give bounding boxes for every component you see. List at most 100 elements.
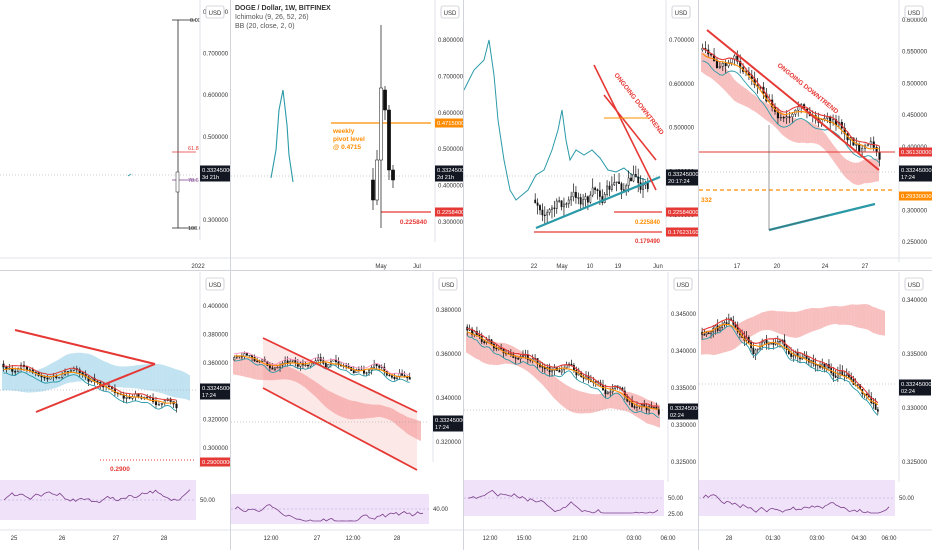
ichimoku-cloud	[719, 326, 723, 354]
downtrend-annotation: ONGOING DOWNTREND	[612, 72, 665, 137]
price-badge	[435, 118, 463, 128]
ichimoku-cloud	[2, 365, 6, 391]
candle-body	[235, 356, 238, 358]
price-badge-value: 0.17623160	[668, 230, 698, 236]
candle-body	[736, 55, 739, 62]
chart-panel-3[interactable]: ONGOING DOWNTREND 0.225840 0.179490 0.70000…	[464, 0, 698, 270]
price-badge	[668, 403, 698, 420]
ichimoku-cloud	[383, 405, 387, 419]
candle-body	[125, 397, 128, 399]
candle-body	[618, 181, 620, 184]
ichimoku-cloud	[860, 304, 864, 329]
ichimoku-cloud	[878, 309, 882, 336]
ichimoku-cloud	[869, 305, 873, 333]
ichimoku-cloud	[335, 394, 339, 416]
candle-body	[730, 58, 733, 64]
price-tick-label: 0.600000	[438, 111, 463, 117]
candle-body	[536, 202, 539, 206]
rsi-line	[702, 494, 890, 514]
candle-body	[567, 199, 570, 205]
candle-body	[160, 403, 163, 405]
ichimoku-cloud	[783, 311, 787, 337]
symbol-title: DOGE / Dollar, 1W, BITFINEX	[235, 5, 331, 12]
chart-panel-7[interactable]: 0.345000 0.340000 0.335000 0.330000 0.325000…	[464, 272, 698, 550]
chart-panel-8[interactable]: 0.340000 0.335000 0.330000 0.325000 USD 0.332…	[699, 272, 932, 550]
time-tick-label: 21:00	[572, 536, 588, 542]
candle-body	[299, 362, 302, 367]
ichimoku-cloud	[595, 394, 599, 412]
price-badge-countdown: 3d 21h	[202, 175, 219, 181]
candle-body	[317, 357, 320, 361]
time-tick-label: May	[375, 264, 386, 270]
ichimoku-cloud	[50, 361, 55, 390]
ichimoku-cloud	[742, 86, 746, 107]
ichimoku-cloud	[875, 307, 879, 335]
kijun-line	[701, 323, 879, 406]
candle-body	[653, 406, 655, 409]
candle-body	[861, 147, 864, 153]
price-tick-label: 0.600000	[203, 93, 229, 99]
price-badge-value: 0.33245000	[202, 168, 230, 174]
time-tick-label: 28	[726, 536, 733, 542]
ichimoku-cloud	[478, 336, 483, 363]
price-tick-label: 0.550000	[902, 50, 928, 56]
chart-svg-1: 0.00961.878.6100.00.8000000.7000000.6000…	[0, 0, 230, 270]
pivot-annotation: weekly	[332, 128, 355, 135]
candle-body	[378, 365, 381, 368]
candle-body	[375, 159, 379, 201]
ichimoku-cloud	[318, 383, 322, 404]
ichimoku-cloud	[297, 370, 302, 385]
panel-divider	[230, 0, 231, 550]
candle-body	[296, 362, 299, 367]
currency-unit-label: USD	[209, 11, 222, 17]
chart-svg-6: 0.380000 0.360000 0.340000 0.320000 USD 0.332…	[231, 272, 463, 542]
ichimoku-cloud	[325, 388, 329, 410]
candle-body	[534, 199, 537, 204]
ichimoku-cloud	[239, 357, 244, 377]
candle-body	[803, 355, 806, 359]
candle-body	[594, 187, 597, 190]
candle-body	[634, 174, 637, 178]
ichimoku-cloud	[233, 358, 237, 375]
candle-body	[543, 214, 546, 217]
ichimoku-cloud	[854, 304, 858, 328]
price-tick-label: 0.300000	[438, 220, 463, 226]
candle-body	[579, 197, 582, 205]
currency-badge	[205, 5, 225, 19]
price-tick-label: 0.300000	[203, 218, 229, 224]
ichimoku-cloud	[99, 359, 104, 385]
candle-body	[850, 376, 853, 380]
ichimoku-cloud	[798, 119, 802, 143]
ichimoku-cloud	[756, 313, 760, 334]
candle-body	[25, 366, 28, 370]
ichimoku-cloud	[736, 81, 740, 104]
chart-panel-4[interactable]: ONGOING DOWNTREND 332 0.600000 0.550000 0.50…	[699, 0, 932, 270]
candle-body	[69, 370, 72, 372]
chart-panel-6[interactable]: 0.380000 0.360000 0.340000 0.320000 USD 0.332…	[231, 272, 463, 550]
panel-divider	[0, 270, 932, 271]
chart-panel-5[interactable]: 0.29000.4000000.3800000.3600000.3400000.…	[0, 272, 230, 550]
time-tick-label: 28	[394, 536, 401, 542]
ichimoku-cloud	[54, 359, 59, 389]
ichimoku-cloud	[780, 311, 784, 336]
time-tick-label: May	[556, 264, 567, 270]
ichimoku-cloud	[472, 334, 476, 359]
candle-body	[307, 364, 309, 367]
candle-body	[246, 353, 248, 356]
candle-body	[398, 373, 401, 377]
tenkan-line	[3, 365, 177, 401]
candle-body	[788, 116, 791, 118]
candle-body	[785, 116, 788, 119]
price-tick-label: 0.700000	[438, 74, 463, 80]
candle-body	[276, 366, 279, 369]
chart-panel-1[interactable]: 0.00961.878.6100.00.8000000.7000000.6000…	[0, 0, 230, 270]
chart-panel-2[interactable]: weekly pivot level @ 0.4715 0.225840 0.80000…	[231, 0, 463, 270]
price-tick-label: 0.300000	[203, 446, 229, 452]
tenkan-line	[467, 327, 659, 408]
ichimoku-cloud	[713, 328, 717, 355]
ichimoku-cloud	[618, 392, 622, 411]
ichimoku-cloud	[784, 113, 787, 139]
ichimoku-cloud	[579, 391, 583, 414]
price-line	[270, 89, 294, 183]
candle-body	[866, 144, 869, 147]
